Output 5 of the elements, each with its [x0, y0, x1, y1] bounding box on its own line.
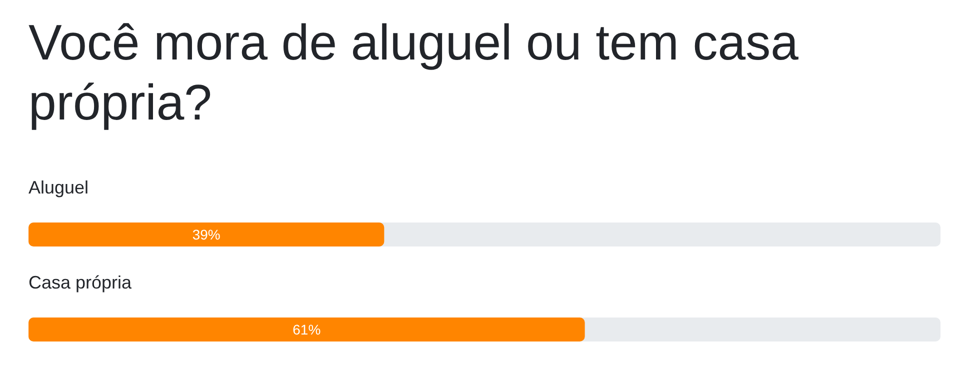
data-label: 61%	[292, 322, 321, 338]
data-label: 39%	[192, 226, 220, 242]
y-tick-label: Casa própria	[28, 272, 133, 292]
chart-title: Você mora de aluguel ou tem casa própria?	[28, 14, 799, 130]
y-tick-label: Aluguel	[28, 178, 89, 198]
